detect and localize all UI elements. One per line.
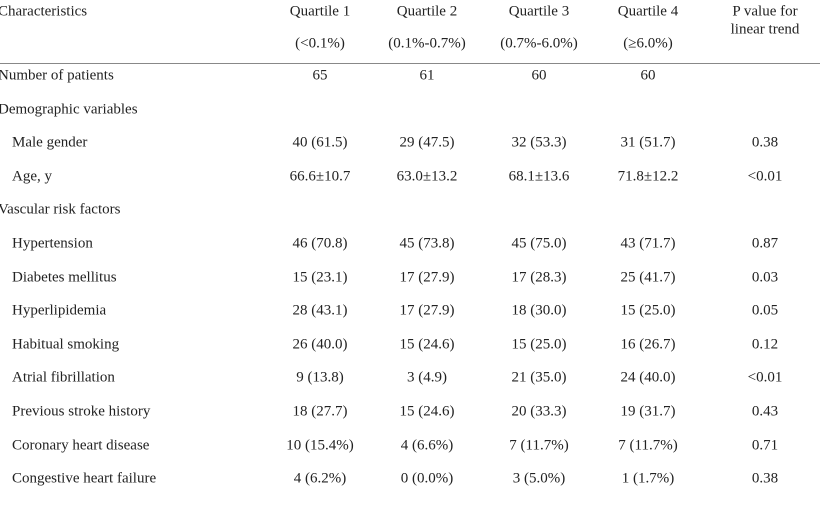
cell: 45 (75.0) (511, 235, 567, 252)
cell: 46 (70.8) (292, 235, 348, 252)
row-label: Hypertension (12, 235, 93, 252)
header-cell: Quartile 2 (396, 3, 458, 20)
cell: 0.87 (751, 235, 779, 252)
cell: 29 (47.5) (399, 134, 455, 151)
cell: 26 (40.0) (292, 336, 348, 353)
header-cell: Quartile 4 (617, 3, 679, 20)
cell: 60 (640, 67, 656, 84)
section-label: Number of patients (0, 67, 114, 84)
cell: 0.05 (751, 302, 779, 319)
header-rule (0, 63, 820, 64)
cell: 63.0±13.2 (396, 168, 458, 185)
header-cell: Quartile 3 (508, 3, 570, 20)
cell: 68.1±13.6 (508, 168, 570, 185)
header-cell: (0.7%-6.0%) (500, 35, 578, 52)
cell: 65 (312, 67, 328, 84)
cell: 66.6±10.7 (289, 168, 351, 185)
cell: 0.38 (751, 470, 779, 487)
cell: 18 (30.0) (511, 302, 567, 319)
section-label: Vascular risk factors (0, 201, 121, 218)
row-label: Habitual smoking (12, 336, 120, 353)
cell: 10 (15.4%) (286, 437, 354, 454)
cell: 15 (24.6) (399, 336, 455, 353)
cell: 31 (51.7) (620, 134, 676, 151)
cell: 24 (40.0) (620, 369, 676, 386)
cell: 45 (73.8) (399, 235, 455, 252)
cell: 1 (1.7%) (621, 470, 675, 487)
cell: 40 (61.5) (292, 134, 348, 151)
cell: 0 (0.0%) (400, 470, 454, 487)
cell: 16 (26.7) (620, 336, 676, 353)
cell: 3 (5.0%) (512, 470, 566, 487)
cell: 0.71 (751, 437, 779, 454)
cell: 15 (23.1) (292, 269, 348, 286)
cell: 9 (13.8) (296, 369, 344, 386)
cell: 28 (43.1) (292, 302, 348, 319)
row-label: Hyperlipidemia (12, 302, 107, 319)
row-label: Male gender (12, 134, 88, 151)
cell: 15 (25.0) (511, 336, 567, 353)
cell: 7 (11.7%) (618, 437, 678, 454)
header-cell: Quartile 1 (289, 3, 351, 20)
cell: 18 (27.7) (292, 403, 348, 420)
row-label: Age, y (12, 168, 52, 185)
row-label: Congestive heart failure (12, 470, 157, 487)
cell: 4 (6.2%) (293, 470, 347, 487)
header-cell: P value for (732, 3, 798, 20)
cell: 3 (4.9) (407, 369, 447, 386)
row-label: Diabetes mellitus (12, 269, 117, 286)
cell: 60 (531, 67, 547, 84)
cell: 61 (419, 67, 435, 84)
section-label: Demographic variables (0, 101, 138, 118)
header-cell: (≥6.0%) (623, 35, 673, 52)
cell: 20 (33.3) (511, 403, 567, 420)
cell: 21 (35.0) (511, 369, 567, 386)
header-label: Characteristics (0, 3, 88, 20)
row-label: Coronary heart disease (12, 437, 150, 454)
cell: 43 (71.7) (620, 235, 676, 252)
cell: 4 (6.6%) (400, 437, 454, 454)
cell: 7 (11.7%) (509, 437, 569, 454)
cell: 15 (24.6) (399, 403, 455, 420)
row-label: Previous stroke history (12, 403, 151, 420)
header-cell: linear trend (730, 21, 800, 38)
cell: <0.01 (747, 168, 783, 185)
row-label: Atrial fibrillation (12, 369, 115, 386)
cell: 32 (53.3) (511, 134, 567, 151)
cell: 25 (41.7) (620, 269, 676, 286)
cell: 0.43 (751, 403, 779, 420)
cell: 17 (27.9) (399, 269, 455, 286)
cell: 71.8±12.2 (617, 168, 679, 185)
header-cell: (<0.1%) (295, 35, 345, 52)
cell: 17 (28.3) (511, 269, 567, 286)
cell: 0.12 (751, 336, 779, 353)
cell: <0.01 (747, 369, 783, 386)
header-cell: (0.1%-0.7%) (388, 35, 466, 52)
cell: 0.03 (751, 269, 779, 286)
cell: 0.38 (751, 134, 779, 151)
cell: 15 (25.0) (620, 302, 676, 319)
cell: 17 (27.9) (399, 302, 455, 319)
cell: 19 (31.7) (620, 403, 676, 420)
